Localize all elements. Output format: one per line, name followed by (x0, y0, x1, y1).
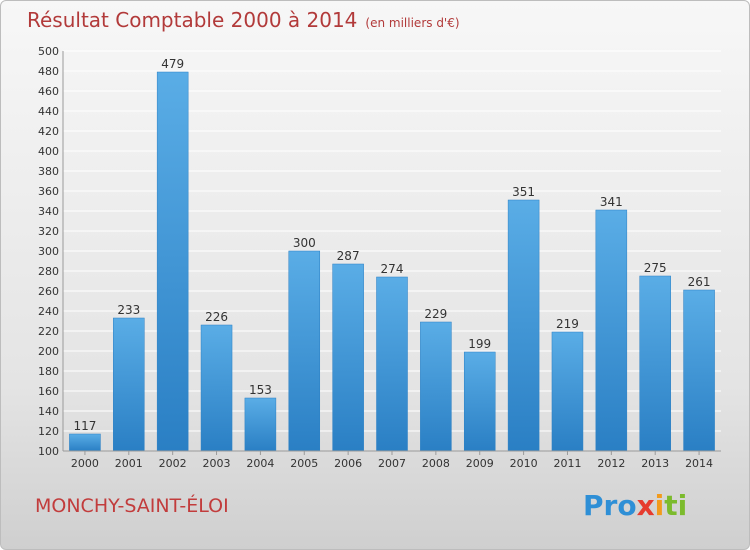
y-tick-label: 280 (38, 265, 59, 278)
y-tick-label: 340 (38, 205, 59, 218)
logo-part-3: i (654, 489, 665, 522)
data-label-2001: 233 (117, 303, 140, 317)
data-labels: 117 233 479 226 153 300 287 274 229 199 351 219 341 2… (73, 57, 710, 433)
data-label-2009: 199 (468, 337, 491, 351)
bar-2002 (156, 71, 189, 452)
y-tick-label: 100 (38, 445, 59, 458)
x-tick-label-2009: 2009 (466, 457, 494, 470)
place-name: MONCHY-SAINT-ÉLOI (35, 495, 229, 517)
y-tick-label: 140 (38, 405, 59, 418)
x-tick-label-2000: 2000 (71, 457, 99, 470)
bar-2008 (420, 321, 452, 452)
x-tick-label-2011: 2011 (553, 457, 581, 470)
data-label-2006: 287 (337, 249, 360, 263)
bar-2007 (376, 276, 408, 452)
proxiti-logo: Proxiti (583, 489, 687, 522)
x-tick-label-2002: 2002 (159, 457, 187, 470)
data-label-2010: 351 (512, 185, 535, 199)
data-label-2003: 226 (205, 310, 228, 324)
data-label-2008: 229 (424, 307, 447, 321)
bar-2012 (595, 209, 628, 452)
y-tick-label: 400 (38, 145, 59, 158)
bar-2000 (69, 433, 101, 452)
y-tick-label: 320 (38, 225, 59, 238)
bars (69, 71, 715, 452)
y-tick-label: 440 (38, 105, 59, 118)
y-tick-label: 460 (38, 85, 59, 98)
x-tick-label-2001: 2001 (115, 457, 143, 470)
data-label-2014: 261 (688, 275, 711, 289)
chart-title-text: Résultat Comptable 2000 à 2014 (27, 8, 358, 32)
x-tick-label-2004: 2004 (246, 457, 274, 470)
bar-2011 (551, 331, 584, 452)
x-tick-label-2007: 2007 (378, 457, 406, 470)
y-tick-label: 480 (38, 65, 59, 78)
x-tick-label-2003: 2003 (203, 457, 231, 470)
bar-2001 (113, 317, 145, 452)
bar-2004 (244, 397, 277, 452)
logo-part-4: ti (664, 489, 688, 522)
bar-2005 (288, 250, 321, 452)
bar-2009 (463, 351, 496, 452)
data-label-2004: 153 (249, 383, 272, 397)
y-tick-label: 380 (38, 165, 59, 178)
y-axis: 100 120 140 160 180 200 220 240 260 280 300 320 340 3… (38, 45, 721, 458)
y-tick-label: 240 (38, 305, 59, 318)
data-label-2002: 479 (161, 57, 184, 71)
x-tick-label-2010: 2010 (510, 457, 538, 470)
data-label-2011: 219 (556, 317, 579, 331)
y-tick-label: 420 (38, 125, 59, 138)
data-label-2012: 341 (600, 195, 623, 209)
bar-2013 (639, 275, 671, 452)
y-tick-label: 300 (38, 245, 59, 258)
bar-2014 (683, 289, 715, 452)
logo-part-1: Pro (583, 489, 637, 522)
x-tick-label-2005: 2005 (290, 457, 318, 470)
bar-2006 (332, 263, 364, 452)
x-tick-label-2012: 2012 (597, 457, 625, 470)
y-tick-label: 360 (38, 185, 59, 198)
data-label-2007: 274 (381, 262, 404, 276)
bar-2003 (200, 324, 233, 452)
x-axis: 2000 2001 2002 2003 2004 2005 2006 2007 2008 2009… (71, 451, 713, 470)
bar-2010 (507, 199, 540, 452)
y-tick-label: 200 (38, 345, 59, 358)
chart-unit: (en milliers d'€) (365, 16, 460, 30)
data-label-2013: 275 (644, 261, 667, 275)
y-tick-label: 160 (38, 385, 59, 398)
y-tick-label: 220 (38, 325, 59, 338)
y-tick-label: 120 (38, 425, 59, 438)
x-tick-label-2008: 2008 (422, 457, 450, 470)
x-tick-label-2013: 2013 (641, 457, 669, 470)
data-label-2000: 117 (73, 419, 96, 433)
y-tick-label: 180 (38, 365, 59, 378)
x-tick-label-2014: 2014 (685, 457, 713, 470)
data-label-2005: 300 (293, 236, 316, 250)
y-tick-label: 500 (38, 45, 59, 58)
logo-part-2: x (636, 489, 655, 522)
chart-title: Résultat Comptable 2000 à 2014 (en millie… (27, 8, 460, 32)
y-tick-label: 260 (38, 285, 59, 298)
x-tick-label-2006: 2006 (334, 457, 362, 470)
